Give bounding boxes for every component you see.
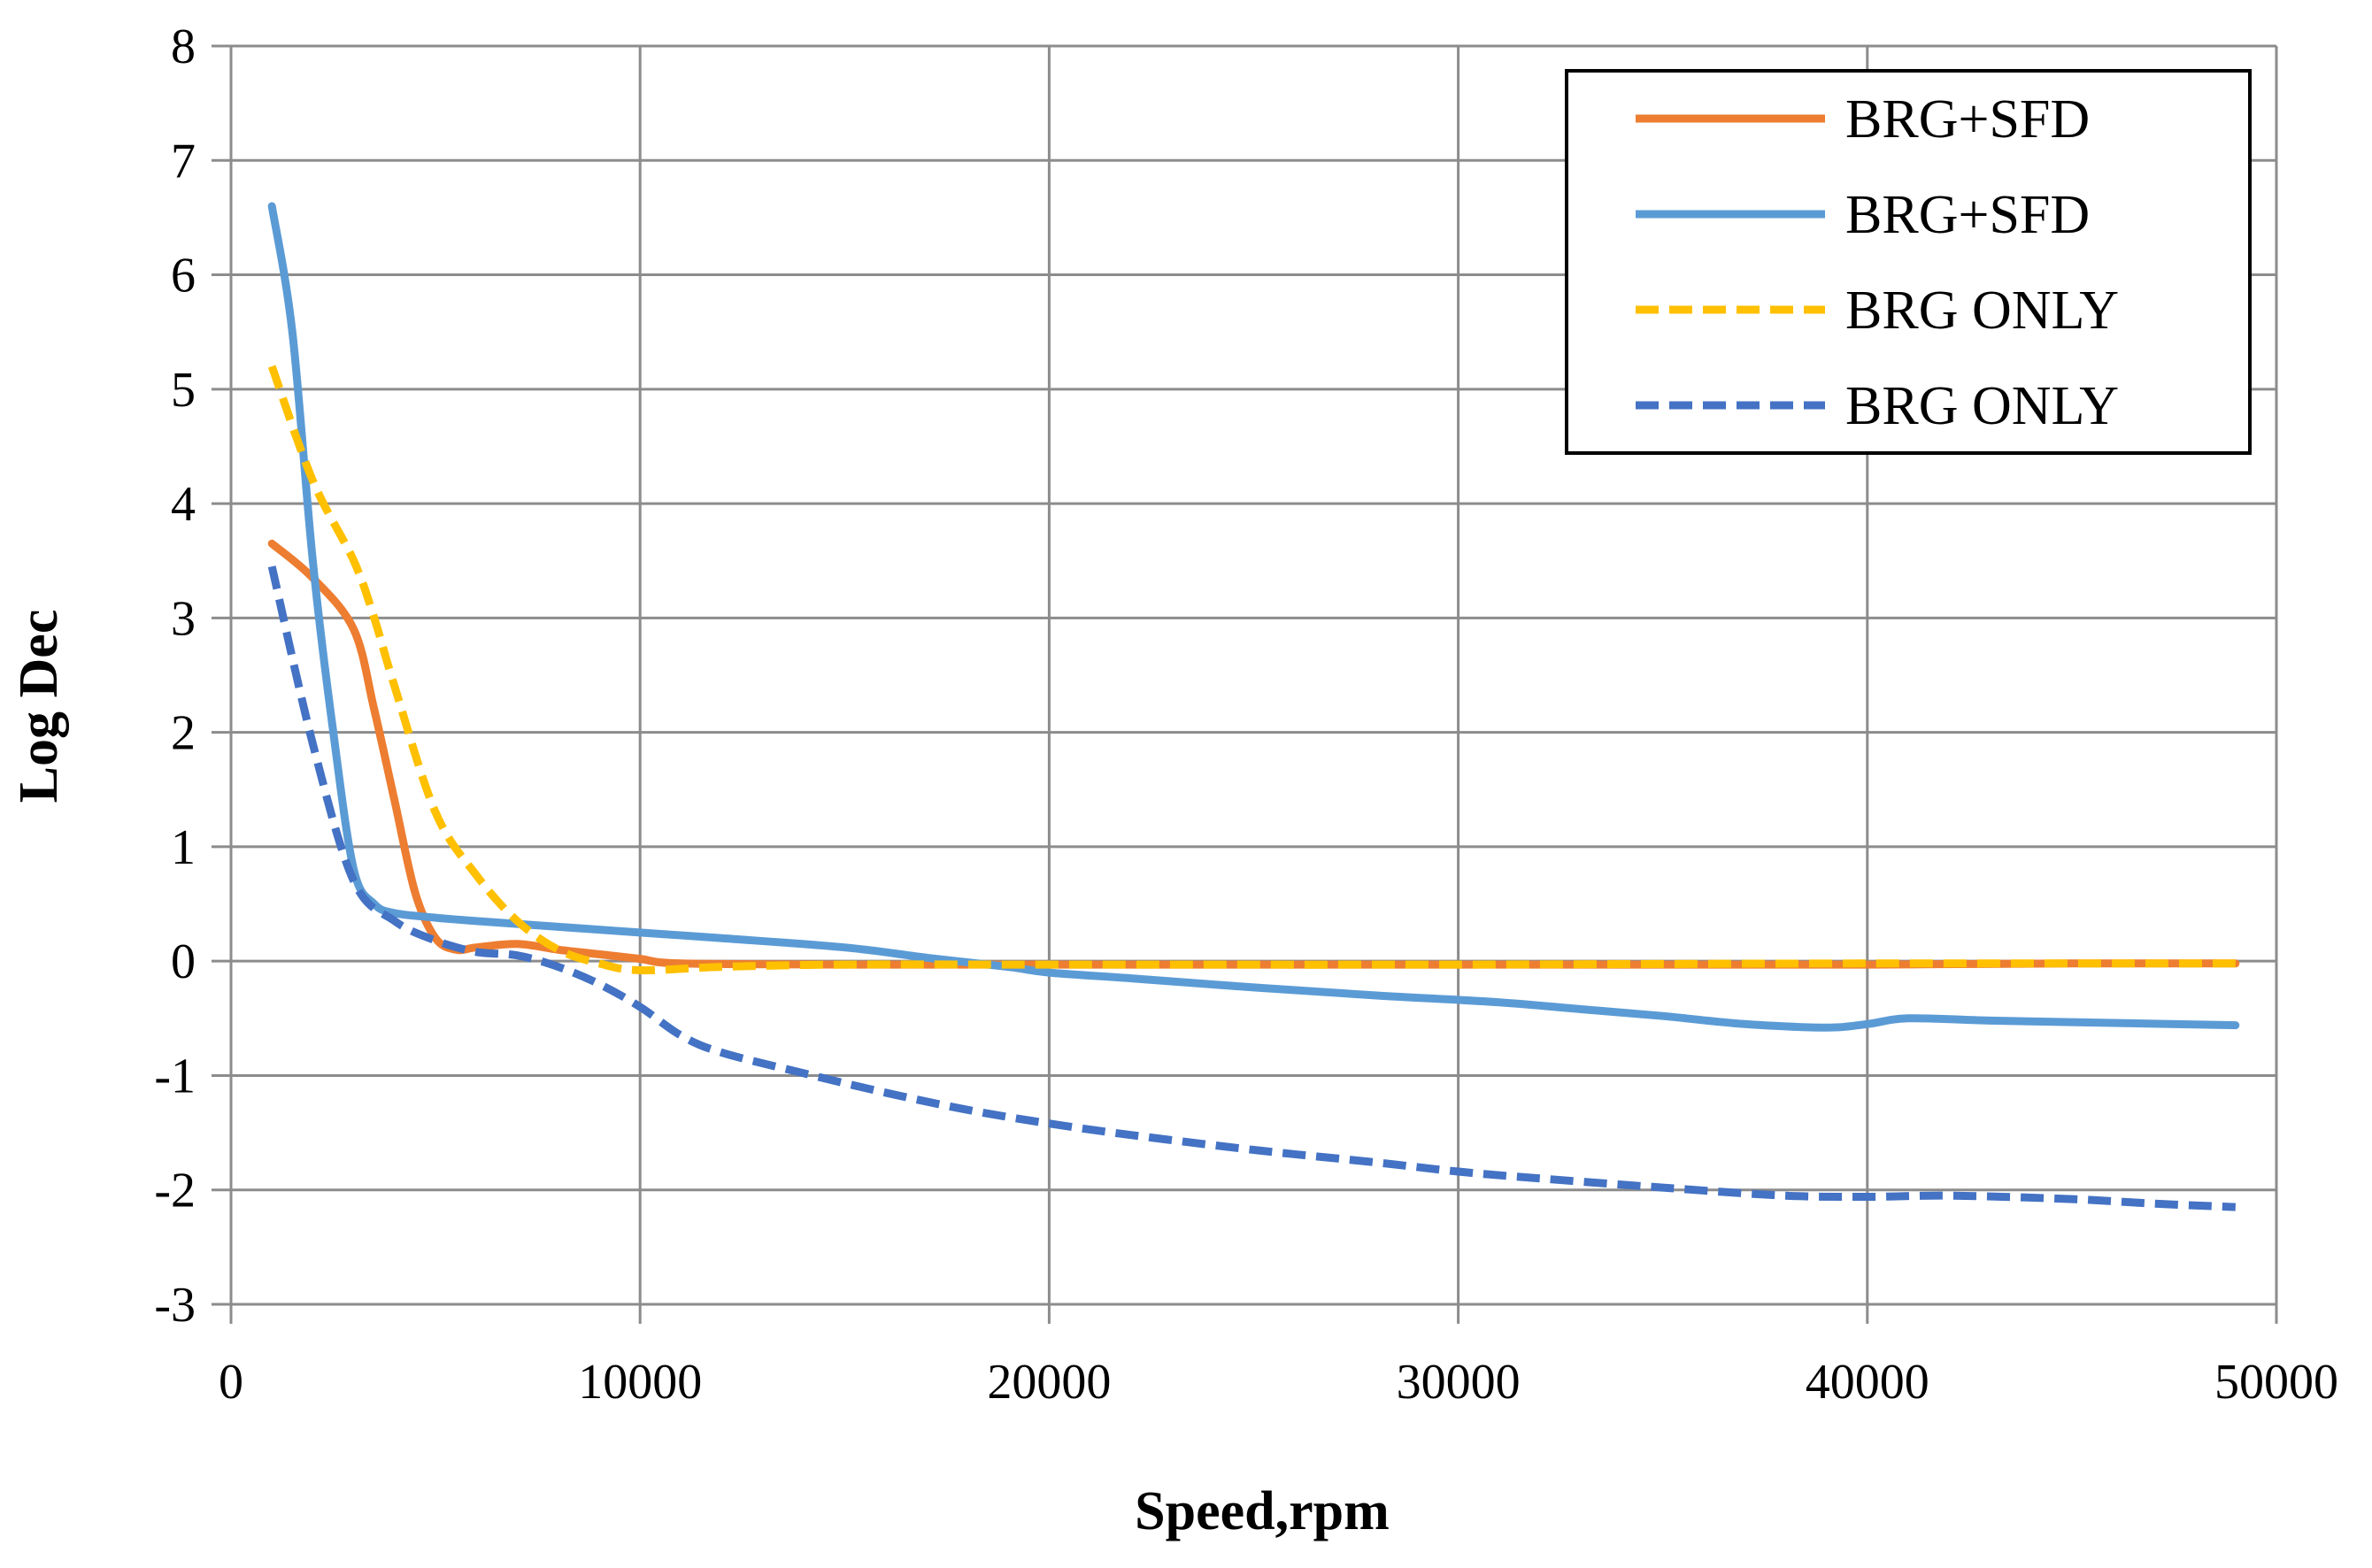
x-tick-label: 0 <box>219 1355 243 1410</box>
axes: -3 -2 -1 0 1 2 3 4 5 6 7 8 0 10000 20000 30000 40000 5000… <box>154 19 2338 1410</box>
series-line-1 <box>267 539 2240 969</box>
x-tick-label: 20000 <box>987 1355 1111 1410</box>
x-axis-title: Speed,rpm <box>1135 1481 1390 1541</box>
series-line-3 <box>267 365 2236 975</box>
y-tick-label: 1 <box>171 820 196 875</box>
y-tick-label: 3 <box>171 591 196 646</box>
y-tick-label: 4 <box>171 477 196 532</box>
y-tick-label: 2 <box>171 706 196 761</box>
legend-label-1: BRG+SFD <box>1845 89 2090 150</box>
y-axis-title: Log Dec <box>9 610 69 803</box>
y-tick-label: 0 <box>171 934 196 989</box>
legend-label-4: BRG ONLY <box>1845 376 2119 436</box>
legend: BRG+SFD BRG+SFD BRG ONLY BRG ONLY <box>1565 69 2252 455</box>
x-tick-label: 40000 <box>1806 1355 1929 1410</box>
y-tick-label: -3 <box>154 1278 196 1333</box>
legend-label-2: BRG+SFD <box>1845 185 2090 245</box>
y-tick-label: 6 <box>171 249 196 304</box>
series-line-4 <box>267 565 2236 1211</box>
y-tick-label: 5 <box>171 363 196 418</box>
x-tick-label: 30000 <box>1397 1355 1521 1410</box>
x-tick-label: 50000 <box>2214 1355 2338 1410</box>
x-tick-label: 10000 <box>578 1355 702 1410</box>
legend-box <box>1565 69 2252 455</box>
y-tick-label: -1 <box>154 1049 196 1103</box>
y-tick-label: 7 <box>171 134 196 188</box>
y-tick-label: 8 <box>171 19 196 74</box>
legend-label-3: BRG ONLY <box>1845 281 2119 341</box>
grid <box>229 44 2278 1306</box>
series-group <box>267 202 2240 1211</box>
y-tick-label: -2 <box>154 1164 196 1218</box>
